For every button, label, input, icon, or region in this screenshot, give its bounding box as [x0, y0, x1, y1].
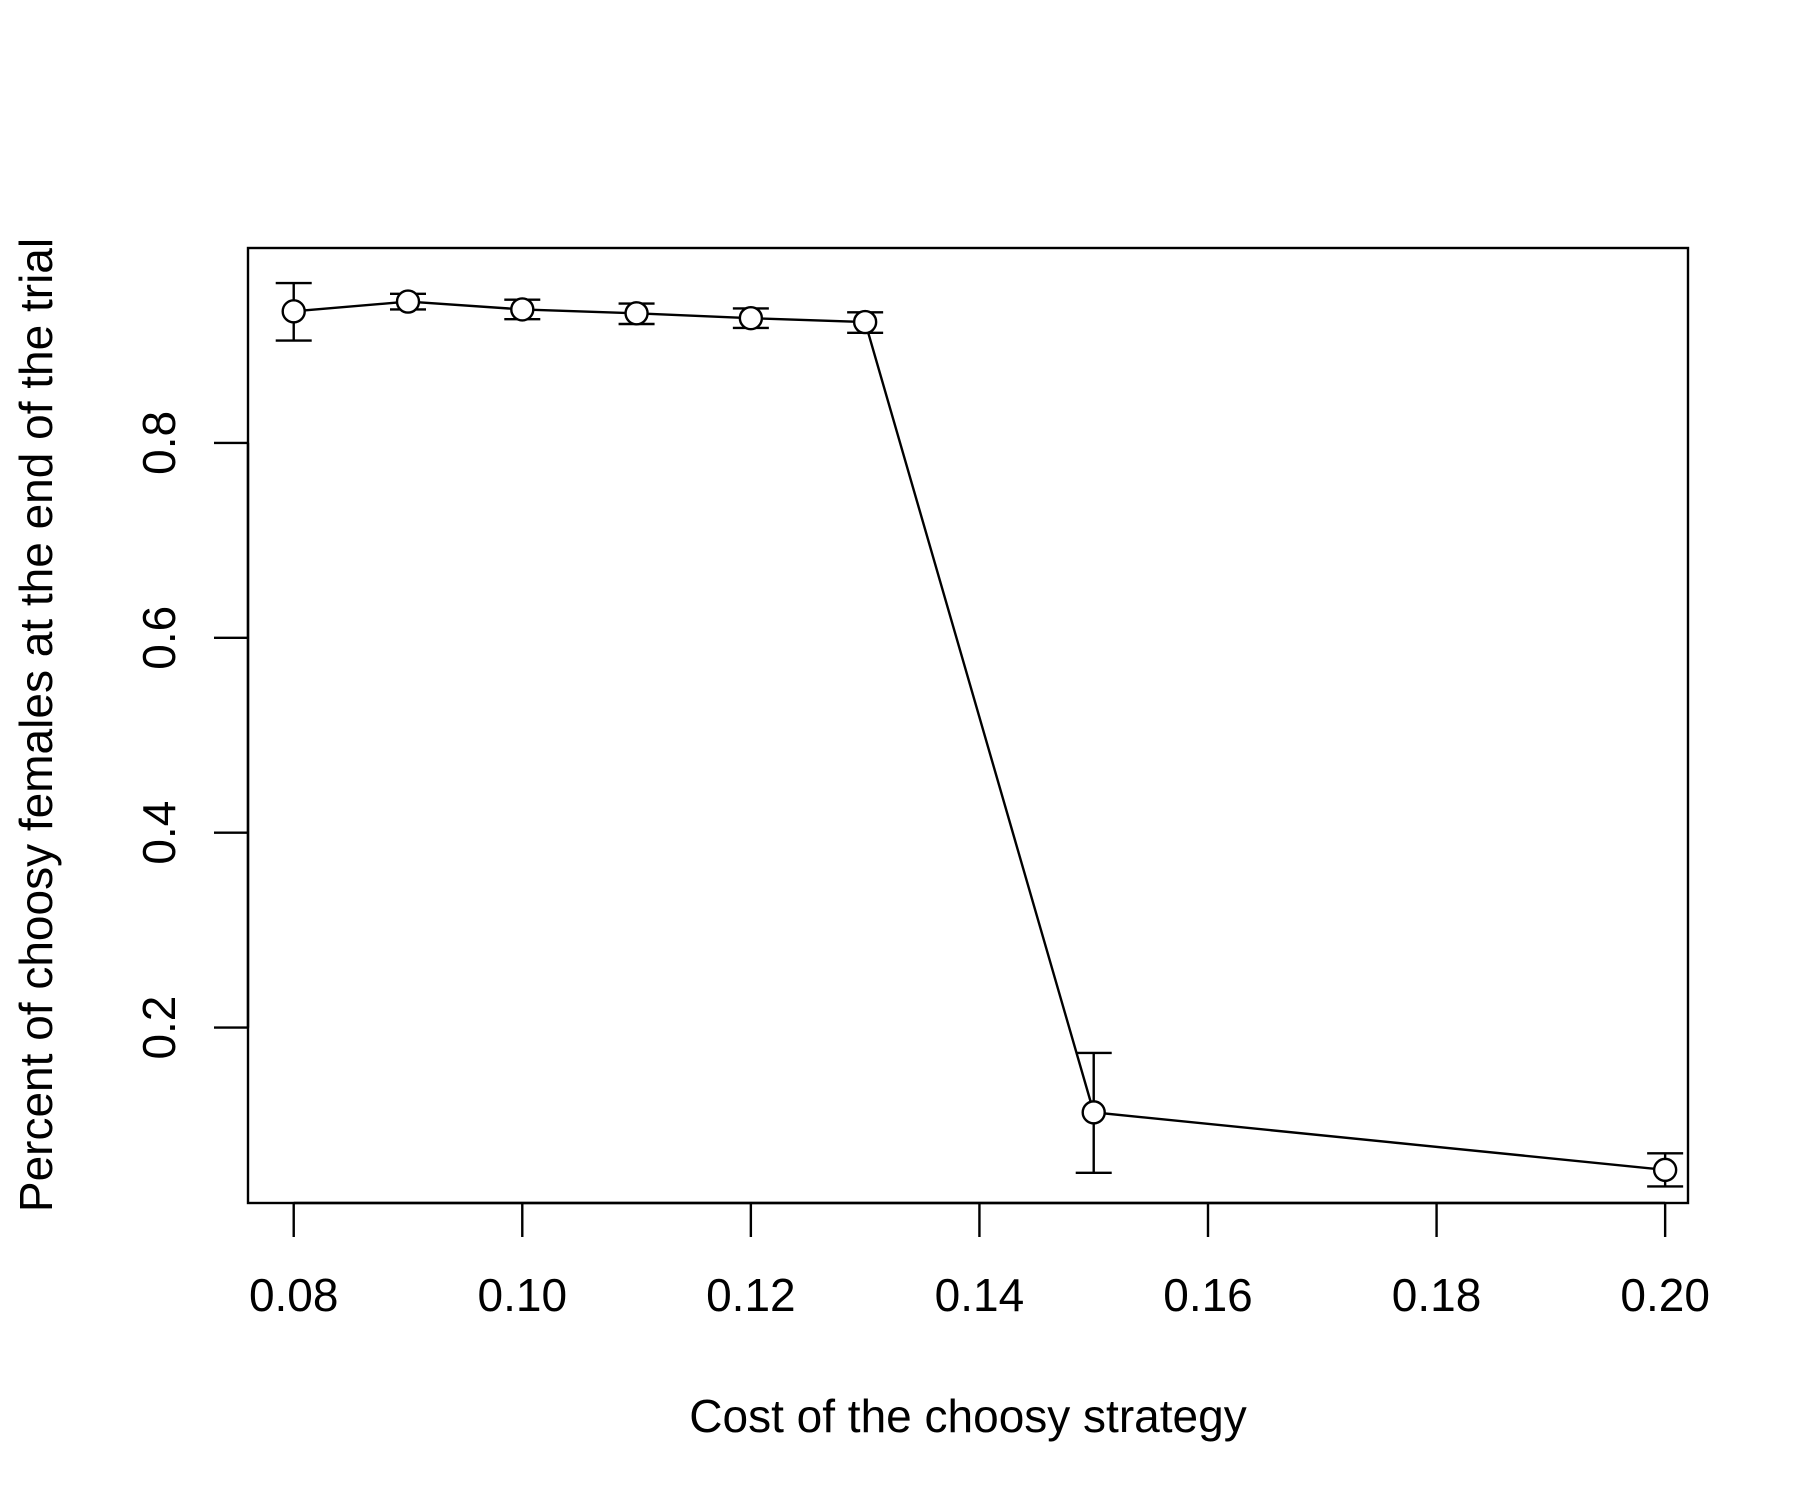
x-tick-label: 0.10 — [478, 1269, 568, 1321]
data-point — [852, 309, 878, 335]
data-point — [281, 299, 306, 324]
x-tick-label: 0.14 — [935, 1269, 1025, 1321]
data-point — [395, 289, 421, 314]
x-tick-label: 0.20 — [1620, 1269, 1710, 1321]
x-tick-label: 0.12 — [706, 1269, 796, 1321]
y-axis-label: Percent of choosy females at the end of … — [10, 238, 62, 1212]
x-tick-label: 0.18 — [1392, 1269, 1482, 1321]
data-point — [624, 301, 649, 326]
plot-frame — [246, 246, 1690, 1205]
x-tick-label: 0.16 — [1163, 1269, 1253, 1321]
data-point — [738, 305, 764, 331]
data-point — [1081, 1100, 1106, 1125]
series-layer — [275, 281, 1684, 1188]
x-axis-label: Cost of the choosy strategy — [689, 1390, 1246, 1442]
data-point — [510, 297, 535, 322]
y-tick-label: 0.8 — [133, 411, 185, 475]
x-axis: 0.08 0.10 0.12 0.14 0.16 0.18 0.20 — [249, 1201, 1710, 1321]
y-tick-label: 0.4 — [133, 801, 185, 865]
x-tick-label: 0.08 — [249, 1269, 339, 1321]
y-tick-label: 0.6 — [133, 606, 185, 670]
data-point — [1652, 1157, 1678, 1183]
series-line — [293, 300, 1666, 1172]
y-axis: 0.2 0.4 0.6 0.8 — [133, 411, 250, 1060]
y-tick-label: 0.2 — [133, 996, 185, 1060]
